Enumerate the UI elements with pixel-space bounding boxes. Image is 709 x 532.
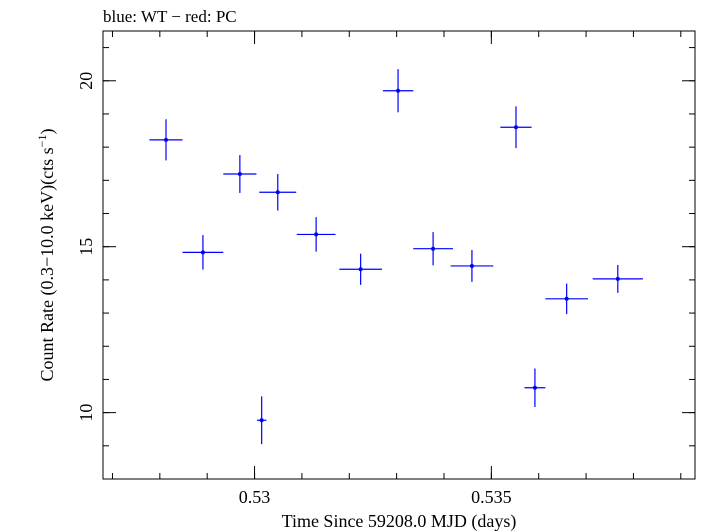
x-axis-label: Time Since 59208.0 MJD (days) [282,511,517,532]
point-marker [564,296,569,301]
data-point [450,250,494,282]
y-axis-label: Count Rate (0.3−10.0 keV)(cts s−1) [35,129,58,382]
data-point [296,217,336,252]
point-marker [469,263,474,268]
data-point [223,155,257,193]
data-point [256,396,267,445]
point-marker [163,137,168,142]
data-point [382,69,414,113]
point-marker [275,190,280,195]
axis-ticks [103,31,695,480]
y-tick-label: 20 [76,72,96,90]
data-point [592,264,643,293]
x-tick-label: 0.53 [239,487,271,507]
point-marker [615,276,620,281]
data-point [339,253,382,285]
point-marker [513,125,518,130]
point-marker [314,232,319,237]
y-axis-label-end: ) [37,129,58,135]
data-point [500,106,532,149]
y-axis-label-sup: −1 [35,135,49,148]
point-marker [237,172,242,177]
x-tick-label: 0.535 [471,487,512,507]
data-point [182,235,224,270]
chart-title: blue: WT − red: PC [103,7,237,26]
y-tick-label: 15 [76,238,96,256]
data-points [149,69,643,445]
data-point [524,368,546,407]
data-point [413,232,453,266]
y-tick-label: 10 [76,404,96,422]
tick-labels: 0.53 0.535 10 15 20 [76,72,512,507]
data-point [545,283,588,315]
plot-frame [102,30,696,480]
point-marker [259,418,264,423]
point-marker [200,250,205,255]
point-marker [431,246,436,251]
y-axis-label-main: Count Rate (0.3−10.0 keV)(cts s [37,147,58,381]
point-marker [532,385,537,390]
data-point [259,174,297,211]
point-marker [396,88,401,93]
data-point [149,119,183,161]
point-marker [358,267,363,272]
